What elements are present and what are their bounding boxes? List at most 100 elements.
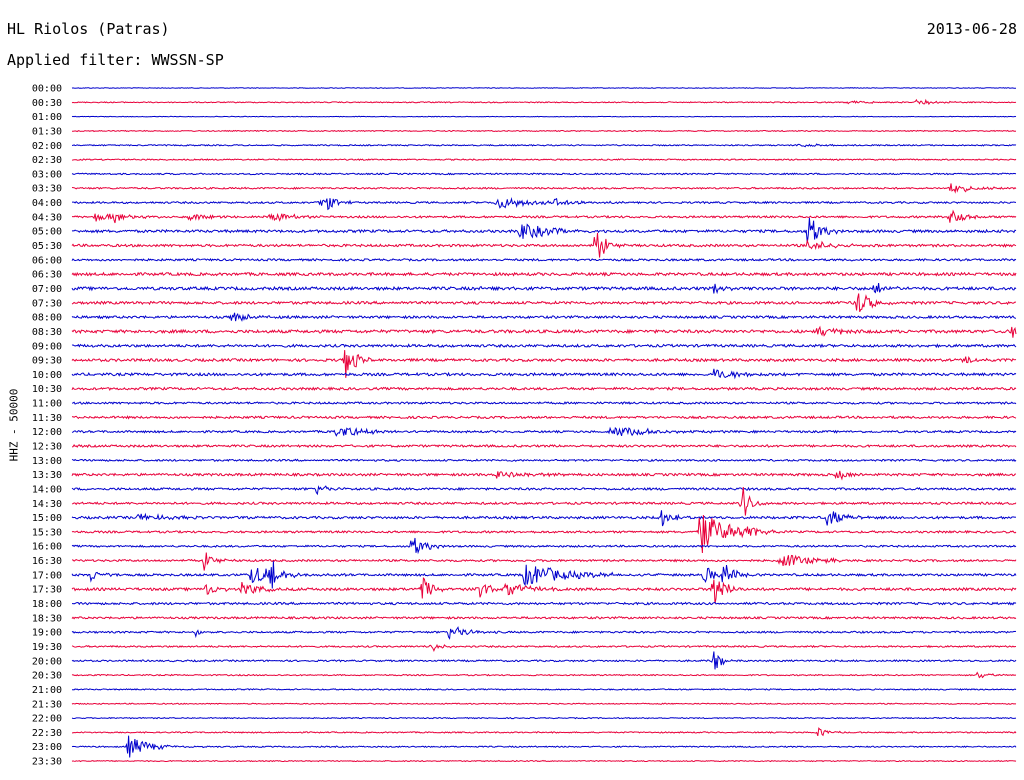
time-label: 15:30: [32, 527, 62, 538]
trace-2300: [71, 735, 1017, 758]
time-label: 15:00: [32, 513, 62, 524]
time-label: 19:30: [32, 642, 62, 653]
time-label: 19:00: [32, 628, 62, 639]
trace-2130: [71, 702, 1017, 705]
trace-0100: [71, 115, 1017, 118]
trace-1530: [71, 514, 1017, 554]
time-label: 08:30: [32, 327, 62, 338]
time-label: 10:00: [32, 370, 62, 381]
trace-0900: [71, 343, 1017, 349]
trace-1100: [71, 401, 1017, 405]
trace-0830: [71, 325, 1017, 338]
time-label: 14:30: [32, 499, 62, 510]
time-label: 05:00: [32, 227, 62, 238]
trace-1900: [71, 626, 1017, 640]
trace-0430: [71, 209, 1017, 224]
time-label: 22:00: [32, 714, 62, 725]
trace-0130: [72, 129, 1017, 133]
time-label: 18:30: [32, 613, 62, 624]
station-title: HL Riolos (Patras): [7, 20, 170, 38]
trace-group: [71, 87, 1017, 763]
time-label: 22:30: [32, 728, 62, 739]
time-label: 10:30: [32, 384, 62, 395]
date-label: 2013-06-28: [926, 20, 1017, 38]
trace-0230: [71, 158, 1017, 161]
trace-1130: [71, 415, 1017, 420]
time-label: 12:00: [32, 427, 62, 438]
trace-0630: [71, 271, 1017, 278]
time-label: 16:30: [32, 556, 62, 567]
time-label: 09:00: [32, 341, 62, 352]
time-label: 11:30: [32, 413, 62, 424]
trace-0000: [71, 87, 1017, 89]
trace-0300: [71, 172, 1017, 176]
time-tick-group: 00:00 00:30 01:00 01:30 02:00 02:30 03:00 03:30…: [32, 84, 62, 768]
trace-1730: [71, 576, 1017, 604]
time-label: 23:00: [32, 742, 62, 753]
trace-0530: [71, 232, 1017, 258]
trace-1400: [71, 485, 1017, 496]
time-label: 09:30: [32, 356, 62, 367]
trace-1500: [71, 510, 1017, 527]
trace-0930: [71, 350, 1017, 378]
trace-1000: [71, 368, 1017, 380]
time-label: 01:00: [32, 112, 62, 123]
trace-2200: [71, 716, 1017, 720]
time-label: 23:30: [32, 757, 62, 768]
time-label: 17:30: [32, 585, 62, 596]
trace-1600: [71, 537, 1017, 555]
time-label: 21:30: [32, 699, 62, 710]
time-label: 05:30: [32, 241, 62, 252]
filter-label: Applied filter: WWSSN-SP: [7, 51, 224, 69]
time-label: 04:30: [32, 212, 62, 223]
time-label: 03:30: [32, 184, 62, 195]
time-label: 04:00: [32, 198, 62, 209]
trace-2030: [71, 671, 1017, 679]
time-label: 08:00: [32, 313, 62, 324]
trace-2000: [71, 651, 1017, 670]
time-label: 07:00: [32, 284, 62, 295]
trace-0400: [72, 197, 1016, 211]
trace-2330: [71, 759, 1017, 763]
trace-1930: [71, 643, 1017, 652]
trace-0330: [71, 183, 1017, 194]
trace-1200: [71, 426, 1017, 437]
trace-0030: [71, 98, 1017, 106]
trace-1330: [71, 470, 1017, 481]
trace-0200: [72, 143, 1017, 148]
time-label: 20:30: [32, 671, 62, 682]
trace-0730: [71, 293, 1017, 313]
time-label: 03:00: [32, 169, 62, 180]
time-label: 02:00: [32, 141, 62, 152]
trace-0500: [71, 217, 1017, 244]
time-label: 14:00: [32, 485, 62, 496]
time-label: 13:00: [32, 456, 62, 467]
trace-0700: [71, 283, 1017, 295]
time-label: 17:00: [32, 570, 62, 581]
time-label: 06:30: [32, 270, 62, 281]
trace-2230: [72, 727, 1017, 737]
trace-0800: [71, 312, 1017, 322]
time-label: 01:30: [32, 127, 62, 138]
time-label: 00:00: [32, 84, 62, 95]
trace-1830: [71, 615, 1017, 620]
trace-1800: [72, 601, 1017, 606]
time-label: 02:30: [32, 155, 62, 166]
trace-1230: [71, 443, 1017, 449]
trace-1300: [71, 458, 1017, 463]
time-label: 18:00: [32, 599, 62, 610]
trace-1030: [71, 386, 1017, 392]
trace-1630: [71, 552, 1017, 571]
trace-0600: [71, 257, 1017, 262]
time-label: 12:30: [32, 442, 62, 453]
time-label: 21:00: [32, 685, 62, 696]
time-label: 11:00: [32, 399, 62, 410]
time-label: 20:00: [32, 656, 62, 667]
time-label: 16:00: [32, 542, 62, 553]
trace-1700: [71, 561, 1017, 589]
time-label: 06:00: [32, 255, 62, 266]
time-label: 07:30: [32, 298, 62, 309]
trace-2100: [72, 688, 1017, 691]
trace-1430: [71, 486, 1017, 516]
